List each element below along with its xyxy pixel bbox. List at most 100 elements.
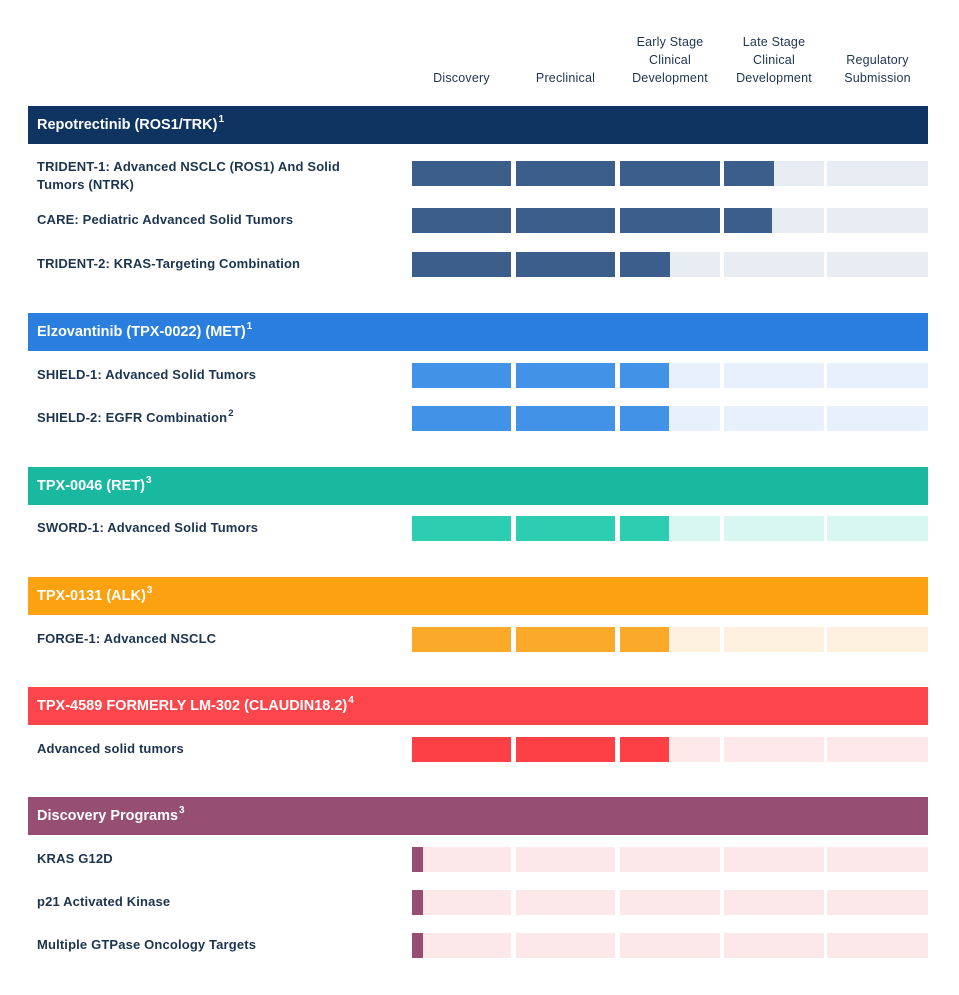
progress-bar xyxy=(516,161,615,186)
stage-track xyxy=(827,737,928,762)
group-title: TPX-4589 FORMERLY LM-302 (CLAUDIN18.2) xyxy=(37,698,348,714)
progress-bar xyxy=(412,627,511,652)
stage-track xyxy=(620,847,720,872)
group-header: TPX-0131 (ALK)3 xyxy=(28,577,928,615)
stage-track xyxy=(827,847,928,872)
footnote-marker: 1 xyxy=(218,114,225,125)
progress-bar xyxy=(620,363,669,388)
group-title: Discovery Programs xyxy=(37,808,179,824)
stage-header-line: Late Stage xyxy=(742,35,806,49)
program-label-text: SHIELD-2: EGFR Combination xyxy=(37,410,228,425)
group-title: Elzovantinib (TPX-0022) (MET) xyxy=(37,324,246,340)
progress-bar xyxy=(620,252,670,277)
program-label: Advanced solid tumors xyxy=(37,740,387,758)
stage-header: Discovery xyxy=(410,69,514,87)
stage-header-line: Clinical xyxy=(649,53,691,67)
progress-bar xyxy=(516,516,615,541)
progress-bar xyxy=(412,847,423,872)
stage-header-line: Preclinical xyxy=(535,71,596,85)
program-label-text: Multiple GTPase Oncology Targets xyxy=(37,937,257,952)
program-label-text: KRAS G12D xyxy=(37,851,113,866)
stage-track xyxy=(827,208,928,233)
progress-bar xyxy=(412,208,511,233)
progress-bar xyxy=(412,406,511,431)
progress-bar xyxy=(412,252,511,277)
progress-bar xyxy=(516,737,615,762)
stage-track xyxy=(620,890,720,915)
progress-bar xyxy=(620,516,669,541)
stage-track xyxy=(827,406,928,431)
program-label-text: Advanced solid tumors xyxy=(37,741,184,756)
group-title: Repotrectinib (ROS1/TRK) xyxy=(37,117,218,133)
progress-bar xyxy=(412,363,511,388)
progress-bar xyxy=(516,627,615,652)
group-header: TPX-0046 (RET)3 xyxy=(28,467,928,505)
stage-track xyxy=(724,627,824,652)
program-label: SWORD-1: Advanced Solid Tumors xyxy=(37,519,387,537)
stage-header-line: Clinical xyxy=(753,53,795,67)
program-label-text: SWORD-1: Advanced Solid Tumors xyxy=(37,520,259,535)
stage-track xyxy=(412,890,511,915)
progress-bar xyxy=(412,516,511,541)
progress-bar xyxy=(412,890,423,915)
progress-bar xyxy=(724,208,772,233)
stage-track xyxy=(827,252,928,277)
stage-track xyxy=(724,516,824,541)
stage-header-line: Development xyxy=(736,71,812,85)
stage-track xyxy=(724,252,824,277)
program-label-text: CARE: Pediatric Advanced Solid Tumors xyxy=(37,212,294,227)
footnote-marker: 1 xyxy=(246,321,253,332)
group-header: Discovery Programs3 xyxy=(28,797,928,835)
stage-track xyxy=(827,890,928,915)
program-label-text: TRIDENT-1: Advanced NSCLC (ROS1) And Sol… xyxy=(37,159,340,192)
stage-header-line: Submission xyxy=(844,71,911,85)
stage-track xyxy=(724,847,824,872)
program-label-text: SHIELD-1: Advanced Solid Tumors xyxy=(37,367,257,382)
program-label: SHIELD-1: Advanced Solid Tumors xyxy=(37,366,387,384)
stage-track xyxy=(724,363,824,388)
footnote-marker: 3 xyxy=(179,805,185,816)
program-label-text: p21 Activated Kinase xyxy=(37,894,171,909)
progress-bar xyxy=(620,737,669,762)
stage-header: Regulatory Submission xyxy=(826,51,930,87)
program-label: TRIDENT-1: Advanced NSCLC (ROS1) And Sol… xyxy=(37,158,387,194)
stage-track xyxy=(827,161,928,186)
program-label: CARE: Pediatric Advanced Solid Tumors xyxy=(37,211,387,229)
stage-track xyxy=(516,933,615,958)
stage-track xyxy=(724,933,824,958)
stage-track xyxy=(412,933,511,958)
footnote-marker: 2 xyxy=(228,408,234,419)
progress-bar xyxy=(412,737,511,762)
program-label: SHIELD-2: EGFR Combination2 xyxy=(37,409,387,427)
program-label-text: FORGE-1: Advanced NSCLC xyxy=(37,631,217,646)
stage-header: Preclinical xyxy=(514,69,618,87)
progress-bar xyxy=(516,252,615,277)
group-header: Elzovantinib (TPX-0022) (MET)1 xyxy=(28,313,928,351)
stage-header-line: Early Stage xyxy=(636,35,704,49)
stage-track xyxy=(724,890,824,915)
group-title: TPX-0131 (ALK) xyxy=(37,588,146,604)
footnote-marker: 3 xyxy=(146,585,153,596)
footnote-marker: 4 xyxy=(348,695,354,706)
progress-bar xyxy=(412,161,511,186)
program-label: TRIDENT-2: KRAS-Targeting Combination xyxy=(37,255,387,273)
stage-track xyxy=(516,847,615,872)
stage-track xyxy=(724,737,824,762)
footnote-marker: 3 xyxy=(145,475,152,486)
progress-bar xyxy=(516,208,615,233)
progress-bar xyxy=(620,161,720,186)
stage-track xyxy=(827,933,928,958)
stage-header-line: Development xyxy=(632,71,708,85)
progress-bar xyxy=(620,406,669,431)
program-label: KRAS G12D xyxy=(37,850,387,868)
stage-header-line: Regulatory xyxy=(846,53,909,67)
stage-header: Early Stage Clinical Development xyxy=(618,33,722,87)
progress-bar xyxy=(516,406,615,431)
program-label: FORGE-1: Advanced NSCLC xyxy=(37,630,387,648)
program-label: Multiple GTPase Oncology Targets xyxy=(37,936,387,954)
stage-track xyxy=(827,516,928,541)
stage-header-line: Discovery xyxy=(433,71,490,85)
stage-track xyxy=(724,406,824,431)
stage-track xyxy=(827,627,928,652)
